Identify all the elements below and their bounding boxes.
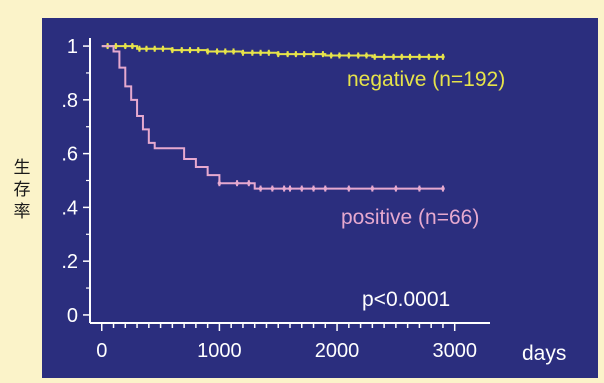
censor-dot-positive <box>370 186 375 191</box>
censor-dot-positive <box>247 181 251 185</box>
y-axis-title-char: 率 <box>14 202 31 222</box>
series-label-positive: positive (n=66) <box>341 206 479 229</box>
censor-dot-positive <box>394 186 398 191</box>
series-layer <box>101 43 445 192</box>
plot-background <box>42 18 598 378</box>
censor-dot-negative <box>337 53 342 58</box>
censor-dot-positive <box>258 186 263 191</box>
censor-dot-positive <box>288 186 292 191</box>
censor-dot-negative <box>372 55 377 59</box>
censor-dot-negative <box>223 49 228 54</box>
censor-dot-negative <box>231 49 236 54</box>
y-tick-label: .8 <box>61 90 78 112</box>
censor-dot-negative <box>258 50 263 55</box>
censor-dot-negative <box>267 50 271 55</box>
censor-dot-positive <box>235 181 239 185</box>
censor-dot-negative <box>302 52 306 56</box>
censor-dot-negative <box>152 46 157 51</box>
censor-dot-negative <box>276 52 281 56</box>
censor-dot-negative <box>356 53 361 58</box>
censor-dot-negative <box>188 48 192 52</box>
y-axis-title-char: 存 <box>14 180 31 200</box>
censor-dot-negative <box>364 53 369 58</box>
censor-dot-negative <box>435 55 439 59</box>
censor-dot-positive <box>311 186 316 191</box>
series-label-negative: negative (n=192) <box>347 68 505 91</box>
censor-dot-negative <box>250 50 255 55</box>
x-tick-label: 1000 <box>197 340 242 362</box>
x-tick-label: 2000 <box>315 340 360 362</box>
censor-dot-negative <box>294 52 298 56</box>
x-axis-title: days <box>522 342 566 365</box>
y-axis-title-char: 生 <box>14 158 31 178</box>
censor-dot-positive <box>282 186 286 191</box>
y-tick-label: .2 <box>61 251 78 273</box>
censor-dot-negative <box>130 44 135 48</box>
censor-dot-positive <box>299 186 304 191</box>
censor-dot-negative <box>144 46 149 51</box>
censor-dot-positive <box>323 186 328 191</box>
censor-dot-positive <box>347 186 351 191</box>
censor-dot-negative <box>399 55 404 59</box>
censor-dot-negative <box>196 48 201 52</box>
censor-dot-negative <box>114 44 118 48</box>
axes: 0 1000 2000 3000 0 .2 .4 .6 .8 1 <box>61 36 490 362</box>
censor-dot-negative <box>391 55 396 59</box>
y-tick-label: 1 <box>67 36 78 58</box>
y-tick-label: .4 <box>61 197 78 219</box>
y-axis-title: 生存率 <box>14 158 31 222</box>
censor-dot-negative <box>137 46 142 51</box>
censor-dot-positive <box>417 186 422 191</box>
censor-dot-negative <box>417 55 422 59</box>
censor-dot-positive <box>441 186 445 191</box>
censor-dot-negative <box>329 53 333 58</box>
censor-dot-negative <box>179 48 184 52</box>
censor-dot-negative <box>285 52 290 56</box>
censor-dot-negative <box>408 55 412 59</box>
censor-dot-negative <box>170 48 175 52</box>
censor-dot-negative <box>347 53 351 58</box>
x-tick-label: 3000 <box>432 340 477 362</box>
p-value-annotation: p<0.0001 <box>362 288 450 311</box>
series-line-positive <box>101 45 443 190</box>
censor-dot-negative <box>241 50 245 55</box>
censor-dot-positive <box>270 186 275 191</box>
censor-dot-negative <box>161 46 165 51</box>
censor-dot-negative <box>205 49 210 54</box>
censor-dot-negative <box>427 55 431 59</box>
censor-dot-negative <box>441 55 445 59</box>
censor-dot-negative <box>382 55 386 59</box>
censor-dot-negative <box>215 49 219 54</box>
y-tick-label: 0 <box>67 305 78 327</box>
censor-dot-negative <box>321 52 325 56</box>
x-tick-label: 0 <box>96 340 107 362</box>
y-tick-label: .6 <box>61 144 78 166</box>
censor-dot-negative <box>123 44 128 48</box>
censor-dot-positive <box>217 181 222 185</box>
censor-dot-negative <box>311 52 316 56</box>
